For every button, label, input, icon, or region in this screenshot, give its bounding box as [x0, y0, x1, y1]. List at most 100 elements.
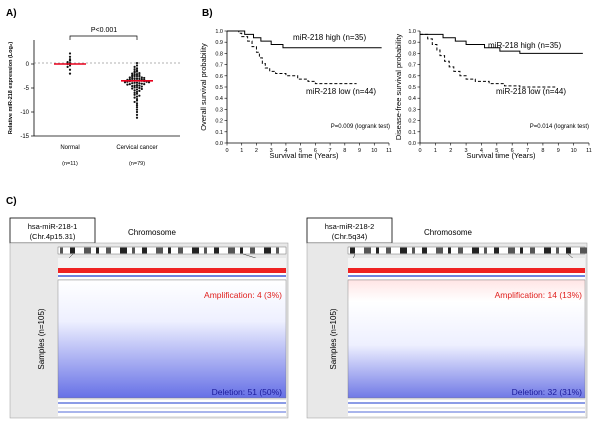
data-point: [135, 72, 139, 76]
ideogram-band: [214, 247, 219, 254]
ideogram-band: [240, 247, 243, 254]
survival-curve-low: [420, 33, 556, 88]
b2-p-value: P=0.014 (logrank test): [530, 124, 589, 130]
data-point: [135, 99, 139, 102]
ideogram-band: [494, 247, 499, 254]
ideogram-band: [228, 247, 235, 254]
data-point: [68, 59, 72, 62]
ideogram-band: [566, 247, 571, 254]
data-point: [143, 76, 146, 80]
c2-refseq-track: [348, 409, 585, 416]
data-point: [138, 72, 141, 75]
ideogram-band: [400, 247, 407, 254]
data-point: [140, 85, 143, 88]
km-y-tick-label: 0.1: [215, 130, 223, 136]
ideogram-band: [156, 247, 163, 254]
km-y-tick-label: 0.2: [408, 119, 416, 125]
km-x-tick-label: 2: [255, 148, 258, 154]
km-x-tick-label: 4: [284, 148, 287, 154]
b2-axes: 0.0 0.1 0.2 0.3 0.4 0.5 0.6 0.7 0.8 0.9 1.0 0 1 2 3 4 5 6…: [408, 29, 592, 154]
c2-gene-name: hsa-miR-218-2: [325, 222, 375, 231]
data-point: [143, 83, 146, 86]
data-point: [135, 102, 139, 105]
data-point: [131, 82, 134, 85]
data-point: [133, 84, 136, 87]
c1-ideogram-bands: [60, 247, 279, 254]
panel-a-points: [66, 52, 151, 119]
b1-p-value: P=0.009 (logrank test): [331, 124, 390, 130]
b1-y-label: Overall survival probability: [199, 43, 208, 131]
data-point: [135, 70, 139, 73]
b2-x-label: Survival time (Years): [467, 151, 536, 160]
b2-legend-high: miR-218 high (n=35): [488, 41, 561, 50]
b1-axes: 0.0 0.1 0.2 0.3 0.4 0.5 0.6 0.7 0.8 0.9 1.0 0 1 2 3 4 5 6…: [215, 29, 392, 154]
c2-gene-box: [306, 217, 393, 244]
ideogram-band: [422, 247, 427, 254]
c1-chromosome-label: Chromosome: [128, 228, 177, 237]
b1-legend-high: miR-218 high (n=35): [293, 33, 366, 42]
data-point: [138, 94, 141, 97]
km-x-tick-label: 8: [541, 148, 544, 154]
km-y-tick-label: 0.7: [215, 63, 223, 69]
data-point: [135, 84, 139, 87]
c1-refseq-track: [58, 409, 286, 416]
significance-bracket: [69, 35, 138, 40]
data-point: [133, 81, 136, 84]
data-point: [135, 95, 139, 98]
ideogram-band: [178, 247, 183, 254]
km-y-tick-label: 0.4: [215, 96, 223, 102]
data-point: [131, 77, 134, 80]
data-point: [131, 75, 134, 79]
a-y-tick-label: 0: [26, 62, 30, 68]
data-point: [66, 60, 69, 64]
count-cervical-cancer: (n=79): [129, 161, 145, 167]
km-y-tick-label: 0.6: [215, 74, 223, 80]
km-y-tick-label: 0.3: [408, 107, 416, 113]
a-y-tick-label: -5: [24, 86, 30, 92]
data-point: [128, 83, 131, 86]
panel-a-y-label: Relative miR-218 expression (Log₂): [8, 42, 14, 134]
a-y-tick-label: -15: [20, 134, 29, 140]
panel-c-heatmap-2: hsa-miR-218-2 (Chr.5q34) Chromosome Samp…: [306, 217, 588, 419]
km-y-tick-label: 0.2: [215, 119, 223, 125]
km-x-tick-label: 1: [434, 148, 437, 154]
panel-a-y-ticks: 0 -5 -10 -15: [20, 62, 34, 140]
data-point: [135, 64, 139, 67]
c1-gene-name: hsa-miR-218-1: [28, 222, 78, 231]
km-y-tick-label: 0.9: [408, 40, 416, 46]
data-point: [133, 74, 136, 78]
ideogram-band: [120, 247, 127, 254]
survival-curve-high: [227, 30, 382, 49]
ideogram-band: [458, 247, 463, 254]
km-x-tick-label: 11: [386, 148, 392, 154]
ideogram-band: [168, 247, 171, 254]
km-x-tick-label: 5: [495, 148, 498, 154]
km-x-tick-label: 7: [329, 148, 332, 154]
km-x-tick-label: 6: [511, 148, 514, 154]
km-x-tick-label: 3: [270, 148, 273, 154]
c1-deletion: Deletion: 51 (50%): [212, 387, 283, 397]
ideogram-band: [530, 247, 535, 254]
data-point: [131, 87, 134, 90]
km-x-tick-label: 9: [557, 148, 560, 154]
ideogram-band: [364, 247, 371, 254]
data-point: [126, 83, 129, 86]
b2-y-label: Disease-free survival probability: [394, 34, 403, 141]
ideogram-band: [192, 247, 199, 254]
data-point: [135, 113, 139, 116]
km-y-tick-label: 0.0: [215, 141, 223, 147]
panel-c-heatmap-1: hsa-miR-218-1 (Chr.4p15.31) Chromosome S…: [9, 217, 289, 419]
c1-samples-label: Samples (n=105): [37, 308, 46, 369]
data-point: [135, 85, 139, 89]
km-x-tick-label: 10: [371, 148, 377, 154]
ideogram-band: [204, 247, 207, 254]
c1-ideogram: [57, 246, 287, 255]
data-point: [138, 89, 141, 92]
data-point: [128, 76, 131, 79]
km-y-tick-label: 0.8: [215, 51, 223, 57]
panel-label-a: A): [6, 8, 17, 19]
panel-label-c: C): [6, 196, 17, 207]
ideogram-band: [520, 247, 523, 254]
data-point: [133, 93, 136, 96]
b2-curves: [420, 33, 583, 88]
